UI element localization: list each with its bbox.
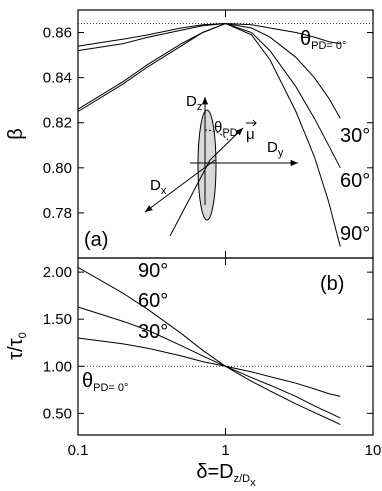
- mu-vector-head: [235, 128, 243, 136]
- panel-label: (b): [320, 273, 344, 295]
- subscript: PD: [222, 127, 237, 139]
- x-tick-label: 1: [221, 442, 229, 459]
- mu-line: [169, 159, 211, 237]
- text-part: τ/τ: [5, 338, 27, 359]
- y-axis-head: [290, 159, 298, 167]
- line-series: [77, 306, 341, 419]
- z-axis-head: [201, 97, 209, 105]
- y-tick-label: 0.86: [43, 25, 72, 42]
- inset-label: μ: [246, 126, 255, 143]
- panel-label: (a): [84, 229, 108, 251]
- y-tick-label: 0.78: [43, 205, 72, 222]
- series-label: 30°: [138, 321, 168, 343]
- text-part: D: [186, 93, 197, 110]
- line-series: [77, 22, 341, 47]
- subscript: y: [278, 147, 284, 159]
- subscript: PD: [93, 382, 108, 394]
- x-axis-head: [145, 205, 153, 212]
- x-axis: [144, 159, 216, 213]
- series-label: 60°: [340, 170, 370, 192]
- subscript: = 0°: [326, 40, 346, 52]
- y-tick-label: 0.50: [43, 405, 72, 422]
- x-tick-label: 10: [365, 442, 382, 459]
- text-part: θ: [300, 28, 311, 50]
- inset-label: Dy: [267, 139, 284, 159]
- subscript: PD: [311, 40, 326, 52]
- y-tick-label: 0.82: [43, 115, 72, 132]
- annotation: θPD= 0°: [82, 370, 128, 394]
- subscript: /D: [239, 473, 250, 485]
- subscript: z: [234, 473, 240, 485]
- y-axis-label: τ/τ0: [5, 332, 29, 359]
- inset-label: Dx: [150, 177, 167, 197]
- y-tick-label: 0.80: [43, 160, 72, 177]
- text-part: θ: [214, 119, 222, 136]
- subscript: = 0°: [108, 382, 128, 394]
- text-part: D: [267, 139, 278, 156]
- inset-label: Dz: [186, 93, 202, 113]
- subscript: 0: [17, 332, 29, 338]
- text-part: θ: [82, 370, 93, 392]
- series-label: 90°: [138, 260, 168, 282]
- y-tick-label: 0.84: [43, 70, 72, 87]
- y-tick-label: 1.00: [43, 358, 72, 375]
- line-series: [77, 22, 341, 247]
- theta-arc: [204, 129, 229, 141]
- annotation: θPD= 0°: [300, 28, 346, 52]
- text-part: δ=D: [196, 461, 233, 483]
- mu-vector-mark: [246, 119, 257, 127]
- series-label: 30°: [340, 125, 370, 147]
- mu-vector: [209, 127, 244, 161]
- line-series: [77, 337, 341, 397]
- series-label: 90°: [340, 223, 370, 245]
- x-axis-label: δ=Dz/Dx: [196, 461, 256, 489]
- line-series: [77, 22, 341, 119]
- subscript: z: [197, 101, 203, 113]
- inset-label: θPD: [214, 119, 238, 139]
- series-label: 60°: [138, 290, 168, 312]
- y-tick-label: 2.00: [43, 264, 72, 281]
- x-tick-label: 0.1: [68, 442, 89, 459]
- line-series: [77, 266, 341, 426]
- line-series: [77, 22, 341, 169]
- y-axis-label: β: [5, 128, 27, 140]
- subscript: x: [161, 185, 167, 197]
- y-tick-label: 1.50: [43, 311, 72, 328]
- text-part: D: [150, 177, 161, 194]
- subscript: x: [250, 477, 256, 489]
